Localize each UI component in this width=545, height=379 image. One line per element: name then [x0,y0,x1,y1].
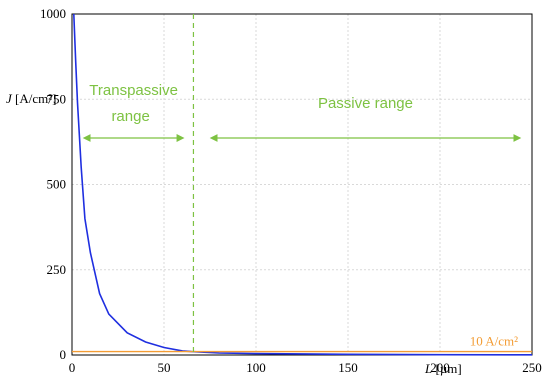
x-tick-label: 0 [69,360,76,375]
x-tick-label: 150 [338,360,358,375]
x-tick-label: 250 [522,360,542,375]
series-layer: 10 A/cm² [72,13,533,356]
plot-frame [71,13,533,356]
y-axis-label: J [A/cm²] [6,91,56,106]
passive-label: Passive range [318,95,413,112]
current-density-curve [73,13,533,356]
x-tick-label: 100 [246,360,266,375]
y-tick-label: 1000 [40,6,66,21]
x-axis-label: L [µm] [424,361,462,376]
axis-labels: J [A/cm²] L [µm] [6,91,462,376]
y-tick-label: 750 [47,91,67,106]
annotations: Transpassive range Passive range [82,82,522,142]
y-tick-label: 250 [47,262,67,277]
x-tick-label: 50 [158,360,171,375]
y-tick-label: 500 [47,177,67,192]
tick-labels: 0 50 100 150 200 250 0 250 500 750 1000 [40,6,542,375]
transpassive-label: range [111,108,149,125]
transpassive-label: Transpassive [89,82,178,99]
reference-label: 10 A/cm² [470,334,518,349]
x-tick-label: 200 [430,360,450,375]
y-tick-label: 0 [60,347,67,362]
grid-lines [72,14,532,355]
